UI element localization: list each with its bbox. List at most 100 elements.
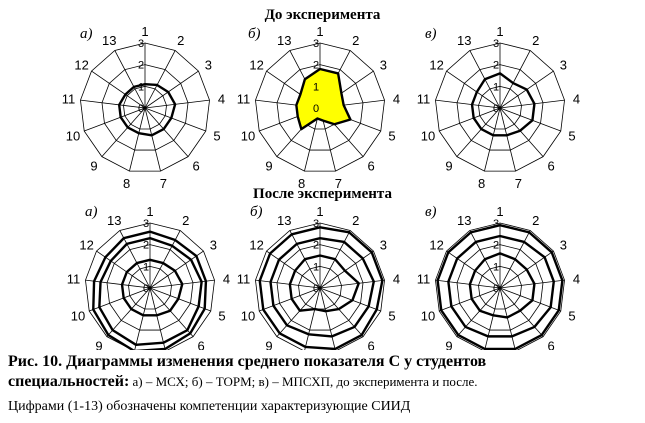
category-label: 4 <box>393 272 400 287</box>
spoke <box>106 287 151 337</box>
spoke <box>319 287 336 350</box>
category-label: 8 <box>298 176 305 191</box>
spoke <box>499 287 516 350</box>
ring-label: 3 <box>138 38 144 50</box>
category-label: 5 <box>568 128 575 143</box>
category-label: 12 <box>74 57 88 72</box>
category-label: 12 <box>429 57 443 72</box>
spoke <box>80 99 146 109</box>
ring-label: 2 <box>313 60 319 72</box>
ring-label: 0 <box>493 103 499 115</box>
grid-ring <box>101 64 189 151</box>
series-line <box>258 226 384 350</box>
spoke <box>259 287 321 312</box>
spoke <box>85 279 151 289</box>
category-label: 1 <box>146 204 153 219</box>
category-label: 5 <box>388 308 395 323</box>
spoke <box>149 287 166 350</box>
category-label: 13 <box>457 33 471 48</box>
heading-after: После эксперимента <box>253 186 392 202</box>
category-label: 5 <box>213 128 220 143</box>
grid-ring <box>478 85 522 130</box>
grid-ring <box>85 222 215 350</box>
category-label: 1 <box>316 204 323 219</box>
category-label: 12 <box>429 237 443 252</box>
category-label: 8 <box>478 176 485 191</box>
series-line <box>468 252 536 319</box>
spoke <box>144 70 199 109</box>
spoke <box>144 99 210 109</box>
category-label: 13 <box>107 213 121 228</box>
grid-ring <box>106 244 194 331</box>
spoke <box>499 107 544 157</box>
ring-label: 1 <box>493 81 499 93</box>
ring-label: 1 <box>313 81 319 93</box>
category-label: 2 <box>352 213 359 228</box>
spoke <box>319 287 364 337</box>
grid-ring <box>435 42 565 172</box>
spoke <box>435 279 501 289</box>
category-label: 4 <box>218 92 225 107</box>
category-label: 13 <box>277 33 291 48</box>
grid-ring <box>255 222 385 350</box>
category-label: 10 <box>241 128 255 143</box>
spoke <box>149 287 194 337</box>
ring-label: 0 <box>313 103 319 115</box>
category-label: 5 <box>388 128 395 143</box>
spoke <box>134 287 151 350</box>
series-line <box>295 67 352 131</box>
caption-line-3: Цифрами (1-13) обозначены компетенции ха… <box>8 399 411 414</box>
category-label: 10 <box>71 308 85 323</box>
ring-label: 0 <box>138 103 144 115</box>
series-line <box>117 82 177 137</box>
spoke <box>484 107 501 172</box>
spoke <box>144 107 206 132</box>
ring-label: 2 <box>313 240 319 252</box>
spoke <box>149 250 204 289</box>
category-label: 11 <box>237 92 251 107</box>
category-label: 3 <box>205 57 212 72</box>
panel-label: б) <box>250 204 263 220</box>
category-label: 11 <box>417 92 431 107</box>
spoke <box>149 287 211 312</box>
category-label: 5 <box>218 308 225 323</box>
panel-label: б) <box>248 26 261 42</box>
panel-label: а) <box>85 204 98 220</box>
category-label: 4 <box>393 92 400 107</box>
category-label: 6 <box>547 159 554 174</box>
category-label: 1 <box>141 24 148 39</box>
grid-ring <box>478 265 522 310</box>
category-label: 7 <box>515 176 522 191</box>
category-label: 9 <box>265 339 272 350</box>
panel-label: в) <box>425 204 437 220</box>
spoke <box>439 107 501 132</box>
category-label: 2 <box>352 33 359 48</box>
spoke <box>266 250 321 289</box>
ring-label: 3 <box>493 218 499 230</box>
category-label: 12 <box>249 57 263 72</box>
category-label: 6 <box>192 159 199 174</box>
caption-line-1: Рис. 10. Диаграммы изменения среднего по… <box>8 353 487 370</box>
category-label: 12 <box>79 237 93 252</box>
category-label: 9 <box>90 159 97 174</box>
category-label: 10 <box>421 128 435 143</box>
grid-ring <box>276 64 364 151</box>
spoke <box>84 107 146 132</box>
grid-ring <box>456 64 544 151</box>
category-label: 9 <box>445 159 452 174</box>
spoke <box>439 287 501 312</box>
spoke <box>114 50 146 109</box>
spoke <box>255 279 321 289</box>
spoke <box>499 107 516 172</box>
caption-line-2-rest: а) – МСХ; б) – ТОРМ; в) – МПСХП, до эксп… <box>129 374 478 389</box>
heading-before: До эксперимента <box>264 7 381 23</box>
category-label: 8 <box>123 176 130 191</box>
spoke <box>499 99 565 109</box>
category-label: 11 <box>237 272 251 287</box>
ring-label: 3 <box>143 218 149 230</box>
category-label: 3 <box>560 237 567 252</box>
series-line <box>436 223 564 350</box>
category-label: 13 <box>102 33 116 48</box>
